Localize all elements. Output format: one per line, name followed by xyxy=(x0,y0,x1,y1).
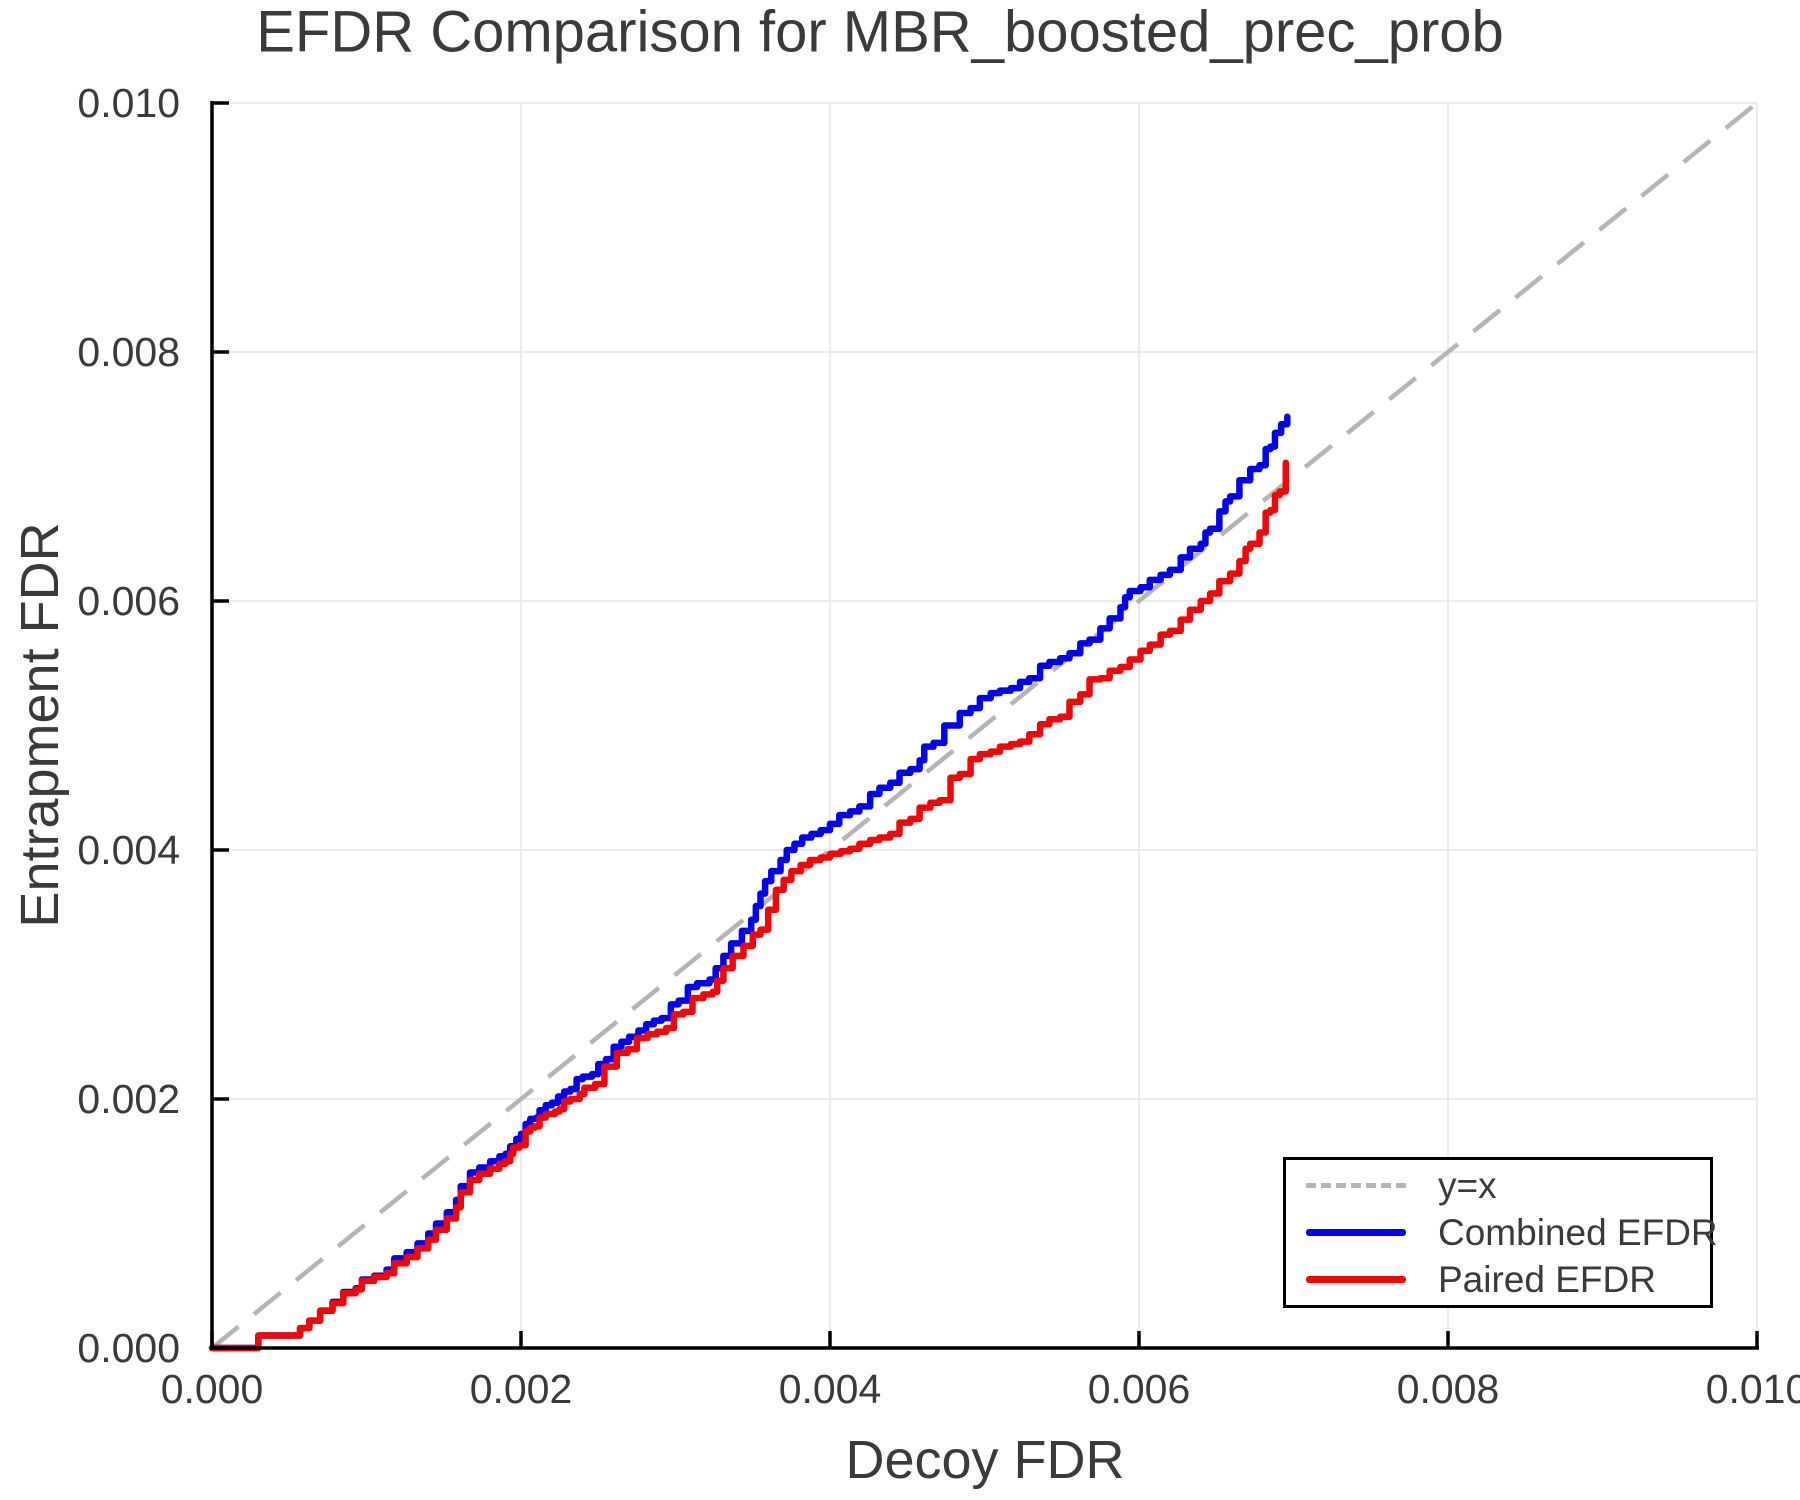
x-tick-label: 0.010 xyxy=(1706,1366,1800,1412)
combined-line-sample xyxy=(1306,1229,1406,1236)
y-axis-title: Entrapment FDR xyxy=(10,522,70,928)
identity-line xyxy=(210,101,1759,1350)
red-line-swatch xyxy=(1306,1276,1406,1283)
x-tick-label: 0.004 xyxy=(779,1366,882,1412)
series-line-combined xyxy=(208,413,1291,1352)
y-tick-label: 0.006 xyxy=(77,578,180,624)
legend-label: Paired EFDR xyxy=(1438,1258,1656,1300)
paired-line-sample xyxy=(1306,1276,1406,1283)
dashed-line-swatch xyxy=(1306,1183,1406,1188)
legend-label: Combined EFDR xyxy=(1438,1211,1718,1253)
x-tick-label: 0.002 xyxy=(470,1366,573,1412)
axes-spines xyxy=(210,101,1759,1350)
chart-title: EFDR Comparison for MBR_boosted_prec_pro… xyxy=(256,0,1504,65)
x-axis-title: Decoy FDR xyxy=(845,1430,1125,1490)
legend-item-combined: Combined EFDR xyxy=(1306,1212,1718,1253)
tick-marks xyxy=(210,101,1759,1350)
x-tick-label: 0.006 xyxy=(1088,1366,1191,1412)
x-tick-label: 0.008 xyxy=(1397,1366,1500,1412)
y-tick-label: 0.008 xyxy=(77,329,180,375)
series-line-paired xyxy=(208,459,1290,1352)
identity-line-sample xyxy=(1306,1183,1406,1188)
tick-labels: 0.000 0.002 0.004 0.006 0.008 0.010 0.000 0.002… xyxy=(77,80,1800,1412)
series-lines xyxy=(208,413,1291,1352)
y-tick-label: 0.010 xyxy=(77,80,180,126)
blue-line-swatch xyxy=(1306,1229,1406,1236)
legend-item-paired: Paired EFDR xyxy=(1306,1258,1710,1300)
legend: y=x Combined EFDR Paired EFDR xyxy=(1283,1157,1718,1308)
legend-label: y=x xyxy=(1438,1164,1497,1206)
y-tick-label: 0.004 xyxy=(77,827,180,873)
y-tick-label: 0.000 xyxy=(77,1325,180,1371)
legend-item-identity: y=x xyxy=(1306,1164,1710,1206)
y-tick-label: 0.002 xyxy=(77,1076,180,1122)
x-tick-label: 0.000 xyxy=(161,1366,264,1412)
